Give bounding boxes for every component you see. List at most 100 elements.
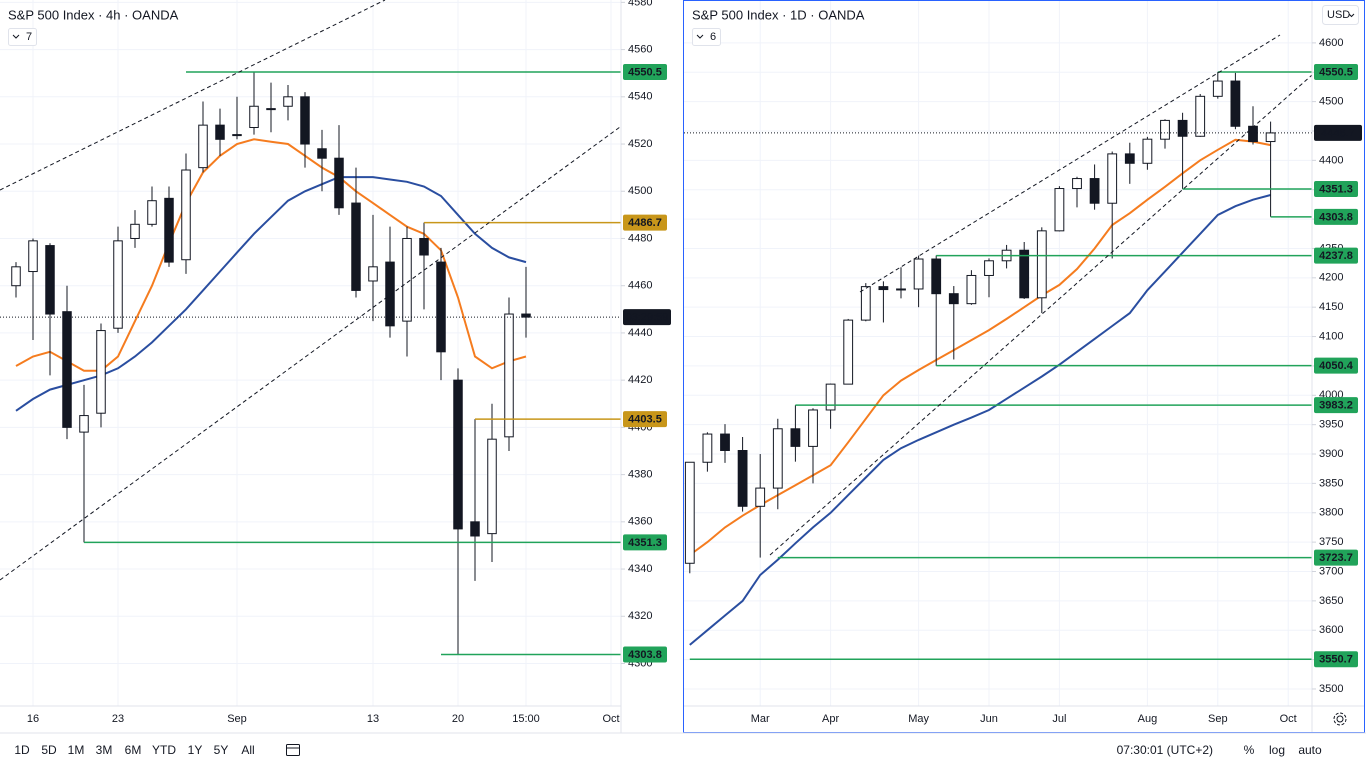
level-label-box bbox=[623, 646, 667, 663]
y-tick-label: 4100 bbox=[1319, 330, 1343, 342]
candle-body bbox=[702, 433, 713, 463]
range-button[interactable]: 6M bbox=[125, 743, 142, 757]
channel-line bbox=[769, 74, 1313, 556]
level-label: 4237.8 bbox=[1319, 250, 1353, 262]
x-tick-label: Apr bbox=[822, 713, 839, 725]
candle-body bbox=[504, 313, 514, 438]
level-label-box bbox=[623, 411, 667, 428]
range-button[interactable]: YTD bbox=[152, 743, 176, 757]
x-tick-label: Sep bbox=[227, 713, 247, 725]
candle-body bbox=[1107, 153, 1118, 204]
y-tick-label: 4600 bbox=[1319, 37, 1343, 49]
candle-body bbox=[96, 330, 106, 414]
scale-option[interactable]: auto bbox=[1298, 743, 1322, 757]
level-label-box bbox=[623, 214, 667, 231]
y-tick-label: 4560 bbox=[628, 43, 652, 55]
currency[interactable]: USD bbox=[1327, 9, 1350, 21]
moving-average bbox=[689, 138, 1271, 556]
candle-body bbox=[878, 286, 889, 291]
candle-body bbox=[1054, 188, 1065, 232]
level-label: 3550.7 bbox=[1319, 654, 1353, 666]
y-tick-label: 4500 bbox=[628, 185, 652, 197]
candle-body bbox=[181, 169, 191, 261]
candle-body bbox=[79, 415, 89, 433]
candle-body bbox=[1036, 230, 1047, 299]
chevron bbox=[696, 34, 704, 39]
y-tick-label: 3850 bbox=[1319, 477, 1343, 489]
candle-body bbox=[130, 223, 140, 239]
candle-body bbox=[402, 237, 412, 322]
range-button[interactable]: 1M bbox=[68, 743, 85, 757]
level-label-box bbox=[623, 534, 667, 551]
y-tick-label: 3750 bbox=[1319, 536, 1343, 548]
currency-button[interactable] bbox=[1322, 5, 1359, 25]
scale-option[interactable]: % bbox=[1244, 743, 1255, 757]
channel-line bbox=[0, 0, 386, 191]
x-tick-label: May bbox=[908, 713, 929, 725]
candle-body bbox=[419, 237, 429, 256]
y-tick-label: 4460 bbox=[628, 280, 652, 292]
x-tick-label: Oct bbox=[602, 713, 619, 725]
candle-body bbox=[453, 379, 463, 530]
level-label: 4550.5 bbox=[628, 66, 662, 78]
settings-icon[interactable] bbox=[1333, 712, 1347, 726]
candle-body bbox=[755, 487, 766, 507]
level-label: 3723.7 bbox=[1319, 552, 1353, 564]
x-tick-label: 23 bbox=[112, 713, 124, 725]
candle-body bbox=[984, 260, 994, 276]
indicator-toggle[interactable] bbox=[8, 28, 37, 46]
y-tick-label: 3700 bbox=[1319, 565, 1343, 577]
level-label-box bbox=[1314, 549, 1358, 566]
y-tick-label: 4480 bbox=[628, 232, 652, 244]
level-label: 4486.7 bbox=[628, 217, 662, 229]
range-button[interactable]: 1D bbox=[14, 743, 30, 757]
last-price-box bbox=[1314, 124, 1362, 141]
level-label: 4303.8 bbox=[628, 649, 662, 661]
candle-body bbox=[45, 245, 55, 315]
last-price-label: 03:29:59 bbox=[626, 312, 669, 324]
chart-title: S&P 500 Index · 1D · OANDA bbox=[692, 7, 865, 22]
clock[interactable]: 07:30:01 (UTC+2) bbox=[1117, 743, 1213, 757]
level-label: 4351.3 bbox=[628, 537, 662, 549]
channel-line bbox=[859, 34, 1281, 293]
level-label-box bbox=[1314, 180, 1358, 197]
indicator-count[interactable]: 7 bbox=[26, 31, 32, 43]
candle-body bbox=[1212, 80, 1223, 97]
y-tick-label: 4150 bbox=[1319, 301, 1343, 313]
indicator-count[interactable]: 6 bbox=[710, 31, 716, 43]
range-button[interactable]: 5Y bbox=[214, 743, 229, 757]
candle-body bbox=[825, 383, 836, 411]
level-label-box bbox=[1314, 63, 1358, 80]
plot-right bbox=[684, 1, 1312, 706]
candle-body bbox=[368, 266, 378, 282]
x-tick-label: 13 bbox=[367, 713, 379, 725]
candle-body bbox=[266, 108, 276, 111]
y-tick-label: 3650 bbox=[1319, 595, 1343, 607]
last-price-label: 4446.7 bbox=[1321, 127, 1355, 139]
range-button[interactable]: 5D bbox=[41, 743, 57, 757]
x-tick-label: Aug bbox=[1138, 713, 1158, 725]
candle-body bbox=[487, 438, 497, 535]
candle-body bbox=[966, 274, 977, 305]
level-label-box bbox=[1314, 397, 1358, 414]
range-button[interactable]: 1Y bbox=[188, 743, 203, 757]
level-label: 4403.5 bbox=[628, 414, 662, 426]
candle-body bbox=[843, 319, 854, 385]
range-button[interactable]: 3M bbox=[96, 743, 113, 757]
candle-body bbox=[1019, 249, 1030, 299]
scale-option[interactable]: log bbox=[1269, 743, 1285, 757]
candle-body bbox=[1177, 119, 1188, 137]
candle-body bbox=[147, 200, 157, 225]
indicator-toggle[interactable] bbox=[692, 28, 721, 46]
y-tick-label: 3800 bbox=[1319, 507, 1343, 519]
candle-body bbox=[1230, 80, 1241, 127]
y-tick-label: 4380 bbox=[628, 469, 652, 481]
range-button[interactable]: All bbox=[241, 743, 254, 757]
candle-body bbox=[11, 266, 21, 287]
y-tick-label: 4320 bbox=[628, 610, 652, 622]
plot-left bbox=[0, 0, 621, 706]
date-range-icon[interactable] bbox=[286, 744, 300, 756]
level-label-box bbox=[1314, 651, 1358, 668]
y-tick-label: 4440 bbox=[628, 327, 652, 339]
candle-body bbox=[385, 261, 395, 327]
